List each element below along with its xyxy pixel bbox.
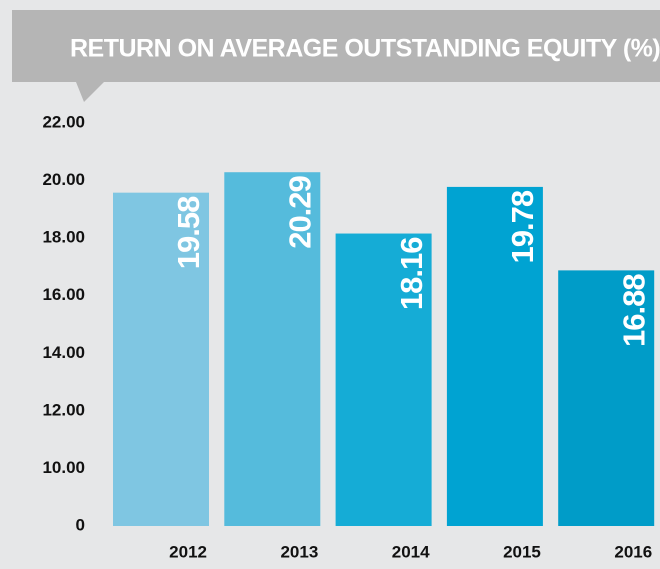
y-tick-label: 22.00 xyxy=(42,112,85,131)
y-tick-label: 12.00 xyxy=(42,400,85,419)
x-tick-label: 2013 xyxy=(280,542,318,561)
y-tick-label: 20.00 xyxy=(42,170,85,189)
bar xyxy=(335,233,432,526)
title-band xyxy=(12,10,660,82)
title-pointer xyxy=(76,82,104,102)
value-label: 20.29 xyxy=(282,175,317,248)
value-label: 19.78 xyxy=(505,190,540,263)
bar xyxy=(113,192,209,526)
value-label: 16.88 xyxy=(616,274,651,347)
y-tick-label: 14.00 xyxy=(42,343,85,362)
x-tick-label: 2014 xyxy=(392,542,430,561)
chart-title: RETURN ON AVERAGE OUTSTANDING EQUITY (%) xyxy=(70,35,660,63)
value-label: 18.16 xyxy=(394,237,429,310)
x-tick-label: 2012 xyxy=(169,542,207,561)
y-tick-label: 18.00 xyxy=(42,228,85,247)
y-tick-label: 16.00 xyxy=(42,285,85,304)
bar xyxy=(558,270,655,526)
x-tick-label: 2015 xyxy=(503,542,541,561)
x-tick-label: 2016 xyxy=(614,542,652,561)
bar xyxy=(446,186,543,526)
y-tick-label: 0 xyxy=(76,515,85,534)
value-label: 19.58 xyxy=(171,196,206,269)
bar xyxy=(224,172,321,526)
y-tick-label: 10.00 xyxy=(42,458,85,477)
